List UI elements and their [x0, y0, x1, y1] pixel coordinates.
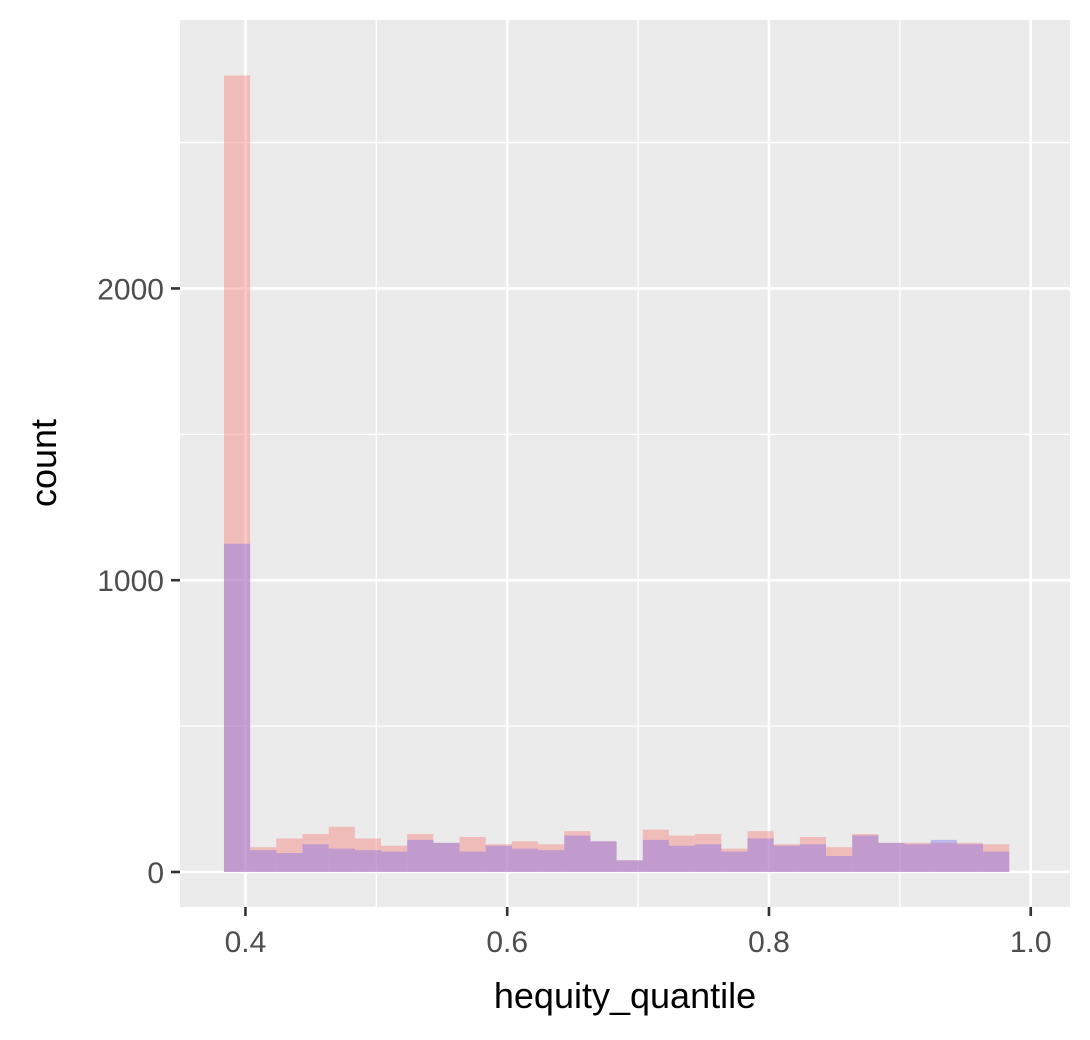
histogram-bar-series-2	[826, 855, 853, 872]
y-tick-label: 1000	[97, 565, 164, 598]
x-tick-label: 0.8	[748, 926, 790, 959]
histogram-bars	[223, 75, 1010, 872]
histogram-bar-series-1	[852, 834, 879, 872]
histogram-bar-series-2	[878, 842, 905, 872]
histogram-bar-series-1	[747, 831, 774, 872]
histogram-bar-series-2	[564, 835, 591, 872]
histogram-bar-series-2	[407, 839, 434, 872]
histogram-bar-series-1	[616, 860, 643, 872]
histogram-bar-series-2	[354, 850, 382, 872]
histogram-bar-series-2	[459, 851, 486, 872]
histogram-bar-series-2	[799, 844, 827, 872]
histogram-bar-series-1	[564, 831, 591, 872]
histogram-bar-series-2	[616, 860, 643, 872]
histogram-bar-series-1	[983, 844, 1010, 872]
histogram-bar-series-1	[826, 847, 853, 872]
histogram-bar-series-1	[773, 844, 800, 872]
histogram-bar-series-1	[642, 829, 669, 872]
y-tick-label: 0	[147, 857, 164, 890]
histogram-bar-series-2	[747, 838, 774, 872]
axis-ticks: 0 1000 2000 0.4 0.6 0.8 1.0	[97, 273, 1051, 959]
histogram-bar-series-2	[721, 851, 748, 872]
histogram-bar-series-2	[250, 850, 277, 872]
histogram-bar-series-2	[433, 842, 460, 872]
x-tick-label: 1.0	[1010, 926, 1052, 959]
histogram-bar-series-2	[930, 839, 957, 872]
histogram-bar-series-2	[668, 845, 696, 872]
histogram-bar-series-1	[904, 842, 931, 872]
histogram-bar-series-1	[276, 838, 303, 872]
histogram-bar-series-2	[381, 851, 408, 872]
histogram-bar-series-1	[485, 844, 512, 872]
histogram-bar-series-2	[642, 839, 669, 872]
histogram-bar-series-1	[930, 842, 957, 872]
histogram-bar-series-2	[956, 844, 984, 872]
y-tick-label: 2000	[97, 273, 164, 306]
histogram-bar-series-1	[721, 848, 748, 872]
histogram-bar-series-2	[773, 845, 800, 872]
histogram-bar-series-1	[511, 841, 539, 872]
histogram-bar-series-1	[407, 834, 434, 872]
histogram-bar-series-1	[328, 826, 355, 872]
histogram-bar-series-1	[433, 842, 460, 872]
histogram-bar-series-1	[956, 842, 984, 872]
x-tick-label: 0.4	[225, 926, 267, 959]
histogram-bar-series-2	[695, 844, 722, 872]
histogram-bar-series-1	[668, 835, 696, 872]
histogram-bar-series-1	[590, 841, 617, 872]
y-axis-title: count	[23, 419, 64, 507]
histogram-bar-series-1	[250, 847, 277, 872]
histogram-bar-series-1	[354, 838, 382, 872]
histogram-bar-series-1	[878, 842, 905, 872]
histogram-bar-series-1	[799, 836, 827, 872]
histogram-bar-series-2	[538, 850, 565, 872]
histogram-bar-series-1	[695, 834, 722, 872]
minor-gridlines	[180, 20, 1070, 907]
histogram-bar-series-2	[485, 845, 512, 872]
x-tick-label: 0.6	[486, 926, 528, 959]
major-gridlines	[180, 20, 1070, 907]
histogram-bar-series-2	[590, 841, 617, 872]
x-axis-title: hequity_quantile	[494, 975, 756, 1016]
histogram-bar-series-2	[904, 844, 931, 872]
histogram-bar-series-1	[302, 834, 329, 872]
histogram-bar-series-1	[223, 75, 251, 872]
histogram-bar-series-2	[276, 853, 303, 872]
histogram-bar-series-1	[381, 845, 408, 872]
histogram-bar-series-1	[459, 836, 486, 872]
histogram-bar-series-2	[223, 543, 251, 872]
histogram-bar-series-2	[983, 851, 1010, 872]
histogram-bar-series-2	[328, 848, 355, 872]
panel-background	[180, 20, 1070, 907]
histogram-bar-series-2	[511, 848, 539, 872]
histogram-bar-series-2	[852, 835, 879, 872]
histogram-bar-series-2	[302, 844, 329, 872]
histogram-bar-series-1	[538, 844, 565, 872]
